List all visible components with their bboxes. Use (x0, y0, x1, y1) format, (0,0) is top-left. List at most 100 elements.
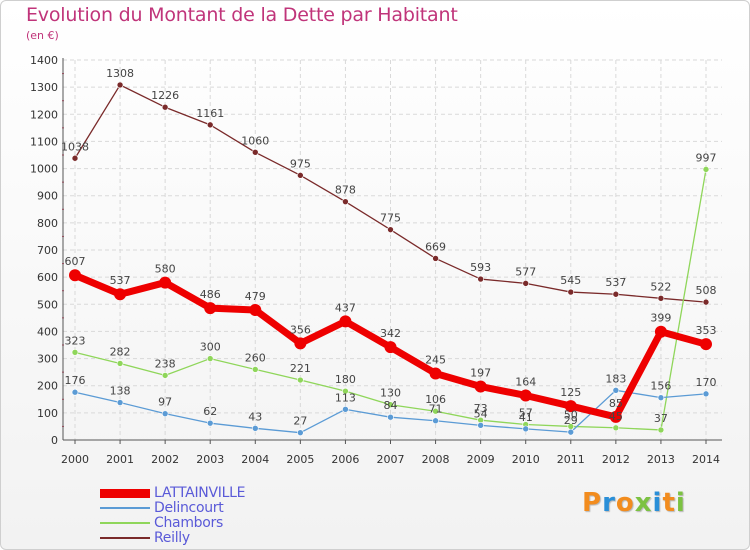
data-label-lattainville: 353 (696, 324, 717, 337)
data-label-lattainville: 580 (155, 263, 176, 276)
data-label-delincourt: 176 (65, 374, 86, 387)
data-point-reilly (387, 226, 394, 233)
data-point-chambors (297, 376, 304, 384)
legend-swatch-chambors (100, 522, 150, 524)
y-tick-label: 100 (37, 407, 58, 420)
logo-letter: o (615, 488, 635, 518)
data-label-delincourt: 156 (650, 380, 671, 393)
data-label-delincourt: 97 (158, 396, 172, 409)
data-point-delincourt (161, 410, 169, 417)
data-label-reilly: 1226 (151, 89, 179, 102)
chart-unit-label: (en €) (26, 29, 59, 42)
data-point-delincourt (116, 399, 124, 406)
grid-lines (63, 59, 722, 441)
data-point-lattainville (249, 303, 262, 316)
data-point-lattainville (519, 389, 532, 402)
data-point-delincourt (297, 429, 304, 436)
data-label-reilly: 669 (425, 240, 446, 253)
data-point-reilly (161, 103, 169, 111)
data-label-chambors: 300 (200, 341, 221, 354)
data-label-delincourt: 84 (384, 399, 398, 412)
data-label-reilly: 577 (515, 265, 536, 278)
data-label-chambors: 57 (519, 407, 533, 420)
data-label-delincourt: 71 (429, 403, 443, 416)
data-label-chambors: 323 (65, 334, 86, 347)
data-label-chambors: 238 (155, 357, 176, 370)
logo-letter: x (634, 488, 653, 518)
x-tick-label: 2013 (647, 453, 675, 466)
x-tick-label: 2000 (61, 453, 89, 466)
data-label-delincourt: 27 (293, 415, 307, 428)
data-point-delincourt (612, 387, 620, 394)
data-label-reilly: 508 (696, 284, 717, 297)
data-point-reilly (612, 290, 620, 298)
x-tick-label: 2011 (557, 453, 585, 466)
data-label-reilly: 878 (335, 184, 356, 197)
y-tick-label: 600 (37, 271, 58, 284)
data-point-reilly (432, 255, 439, 262)
data-label-delincourt: 183 (605, 372, 626, 385)
data-point-delincourt (522, 425, 530, 433)
data-point-lattainville (429, 367, 442, 380)
x-tick-label: 2004 (241, 453, 269, 466)
data-label-lattainville: 342 (380, 327, 401, 340)
data-label-lattainville: 197 (470, 367, 491, 380)
data-point-reilly (477, 275, 484, 283)
data-point-lattainville (564, 400, 577, 413)
data-point-delincourt (432, 417, 439, 425)
data-point-lattainville (114, 288, 127, 301)
y-tick-label: 1400 (30, 54, 58, 67)
logo-letter: i (675, 488, 686, 518)
x-tick-label: 2007 (377, 453, 405, 466)
y-tick-label: 800 (37, 217, 58, 230)
data-label-delincourt: 54 (474, 407, 488, 420)
data-point-lattainville (69, 269, 81, 282)
data-point-chambors (432, 407, 439, 415)
data-label-delincourt: 138 (110, 385, 131, 398)
x-tick-label: 2006 (331, 453, 359, 466)
y-tick-label: 1100 (30, 135, 58, 148)
data-label-lattainville: 125 (560, 386, 581, 399)
data-point-lattainville (700, 338, 712, 351)
data-point-chambors (657, 426, 665, 434)
data-label-delincourt: 113 (335, 391, 356, 404)
data-point-lattainville (339, 315, 352, 328)
data-label-delincourt: 43 (248, 410, 262, 423)
logo-letter: r (602, 488, 616, 518)
data-label-lattainville: 479 (245, 290, 266, 303)
data-labels: 1038 1308 1226 1161 1060 975 878 775 669 593 577 54… (61, 67, 717, 428)
data-label-chambors: 221 (290, 362, 311, 375)
data-point-chambors (71, 349, 79, 356)
legend-label-chambors: Chambors (154, 515, 223, 531)
data-point-chambors (612, 424, 620, 432)
legend-label-delincourt: Delincourt (154, 500, 224, 516)
data-label-chambors: 282 (110, 345, 131, 358)
data-label-reilly: 593 (470, 261, 491, 274)
y-tick-label: 400 (37, 325, 58, 338)
data-point-reilly (657, 295, 665, 302)
proxiti-logo: Proxiti (582, 488, 686, 518)
x-tick-label: 2003 (196, 453, 224, 466)
data-point-delincourt (342, 406, 349, 413)
y-tick-label: 200 (37, 380, 58, 393)
data-point-delincourt (71, 388, 79, 396)
data-label-delincourt: 62 (203, 405, 217, 418)
data-label-reilly: 1038 (61, 140, 89, 153)
legend-label-reilly: Reilly (154, 530, 190, 546)
data-label-chambors: 180 (335, 373, 356, 386)
data-point-chambors (342, 387, 349, 395)
x-tick-label: 2001 (106, 453, 134, 466)
data-label-chambors: 45 (609, 410, 623, 423)
logo-letter: i (652, 488, 663, 518)
data-point-chambors (206, 355, 214, 362)
data-label-lattainville: 486 (200, 288, 221, 301)
legend-swatch-lattainville (100, 489, 150, 498)
data-label-chambors: 130 (380, 387, 401, 400)
legend-swatch-delincourt (100, 507, 150, 509)
data-point-reilly (297, 172, 304, 179)
data-point-reilly (567, 288, 575, 296)
data-label-reilly: 1308 (106, 67, 134, 80)
data-point-lattainville (159, 276, 172, 289)
